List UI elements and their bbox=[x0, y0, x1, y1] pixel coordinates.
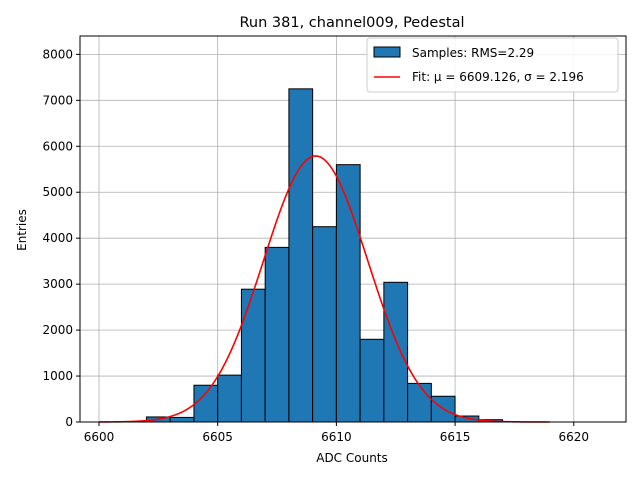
y-tick-label: 6000 bbox=[42, 139, 73, 153]
x-tick-label: 6620 bbox=[559, 430, 590, 444]
chart-title: Run 381, channel009, Pedestal bbox=[239, 15, 464, 31]
y-tick-label: 7000 bbox=[42, 93, 73, 107]
histogram-bar bbox=[312, 226, 337, 423]
histogram-bar bbox=[288, 88, 314, 423]
axis-ticks: 6600 6605 6610 6615 6620 0 1000 2000 3000 4000 500… bbox=[42, 47, 589, 444]
y-tick-label: 1000 bbox=[42, 369, 73, 383]
y-tick-label: 2000 bbox=[42, 323, 73, 337]
legend-fit-label: Fit: μ = 6609.126, σ = 2.196 bbox=[412, 70, 584, 84]
y-tick-label: 0 bbox=[65, 415, 73, 429]
y-tick-label: 8000 bbox=[42, 47, 73, 61]
y-tick-label: 5000 bbox=[42, 185, 73, 199]
histogram-bar bbox=[217, 374, 242, 423]
y-tick-label: 3000 bbox=[42, 277, 73, 291]
x-tick-label: 6600 bbox=[84, 430, 115, 444]
x-tick-label: 6610 bbox=[321, 430, 352, 444]
legend-box bbox=[366, 37, 619, 93]
plot-frame bbox=[79, 35, 627, 423]
y-axis-label: Entries bbox=[15, 209, 29, 251]
x-tick-label: 6615 bbox=[440, 430, 471, 444]
histogram-bar bbox=[169, 416, 195, 423]
histogram-bar bbox=[240, 288, 266, 423]
histogram-bar bbox=[359, 338, 385, 423]
gaussian-fit-curve bbox=[98, 155, 551, 423]
histogram-bar bbox=[407, 382, 432, 423]
histogram-bar bbox=[383, 281, 409, 423]
x-tick-label: 6605 bbox=[202, 430, 233, 444]
histogram-bars bbox=[145, 88, 504, 423]
y-tick-label: 4000 bbox=[42, 231, 73, 245]
histogram-bar bbox=[264, 246, 290, 423]
histogram-bar bbox=[193, 384, 219, 423]
legend-samples-label: Samples: RMS=2.29 bbox=[412, 46, 534, 60]
x-axis-label: ADC Counts bbox=[316, 451, 388, 465]
legend: Samples: RMS=2.29 Fit: μ = 6609.126, σ =… bbox=[366, 37, 619, 93]
legend-samples-swatch bbox=[373, 46, 401, 58]
